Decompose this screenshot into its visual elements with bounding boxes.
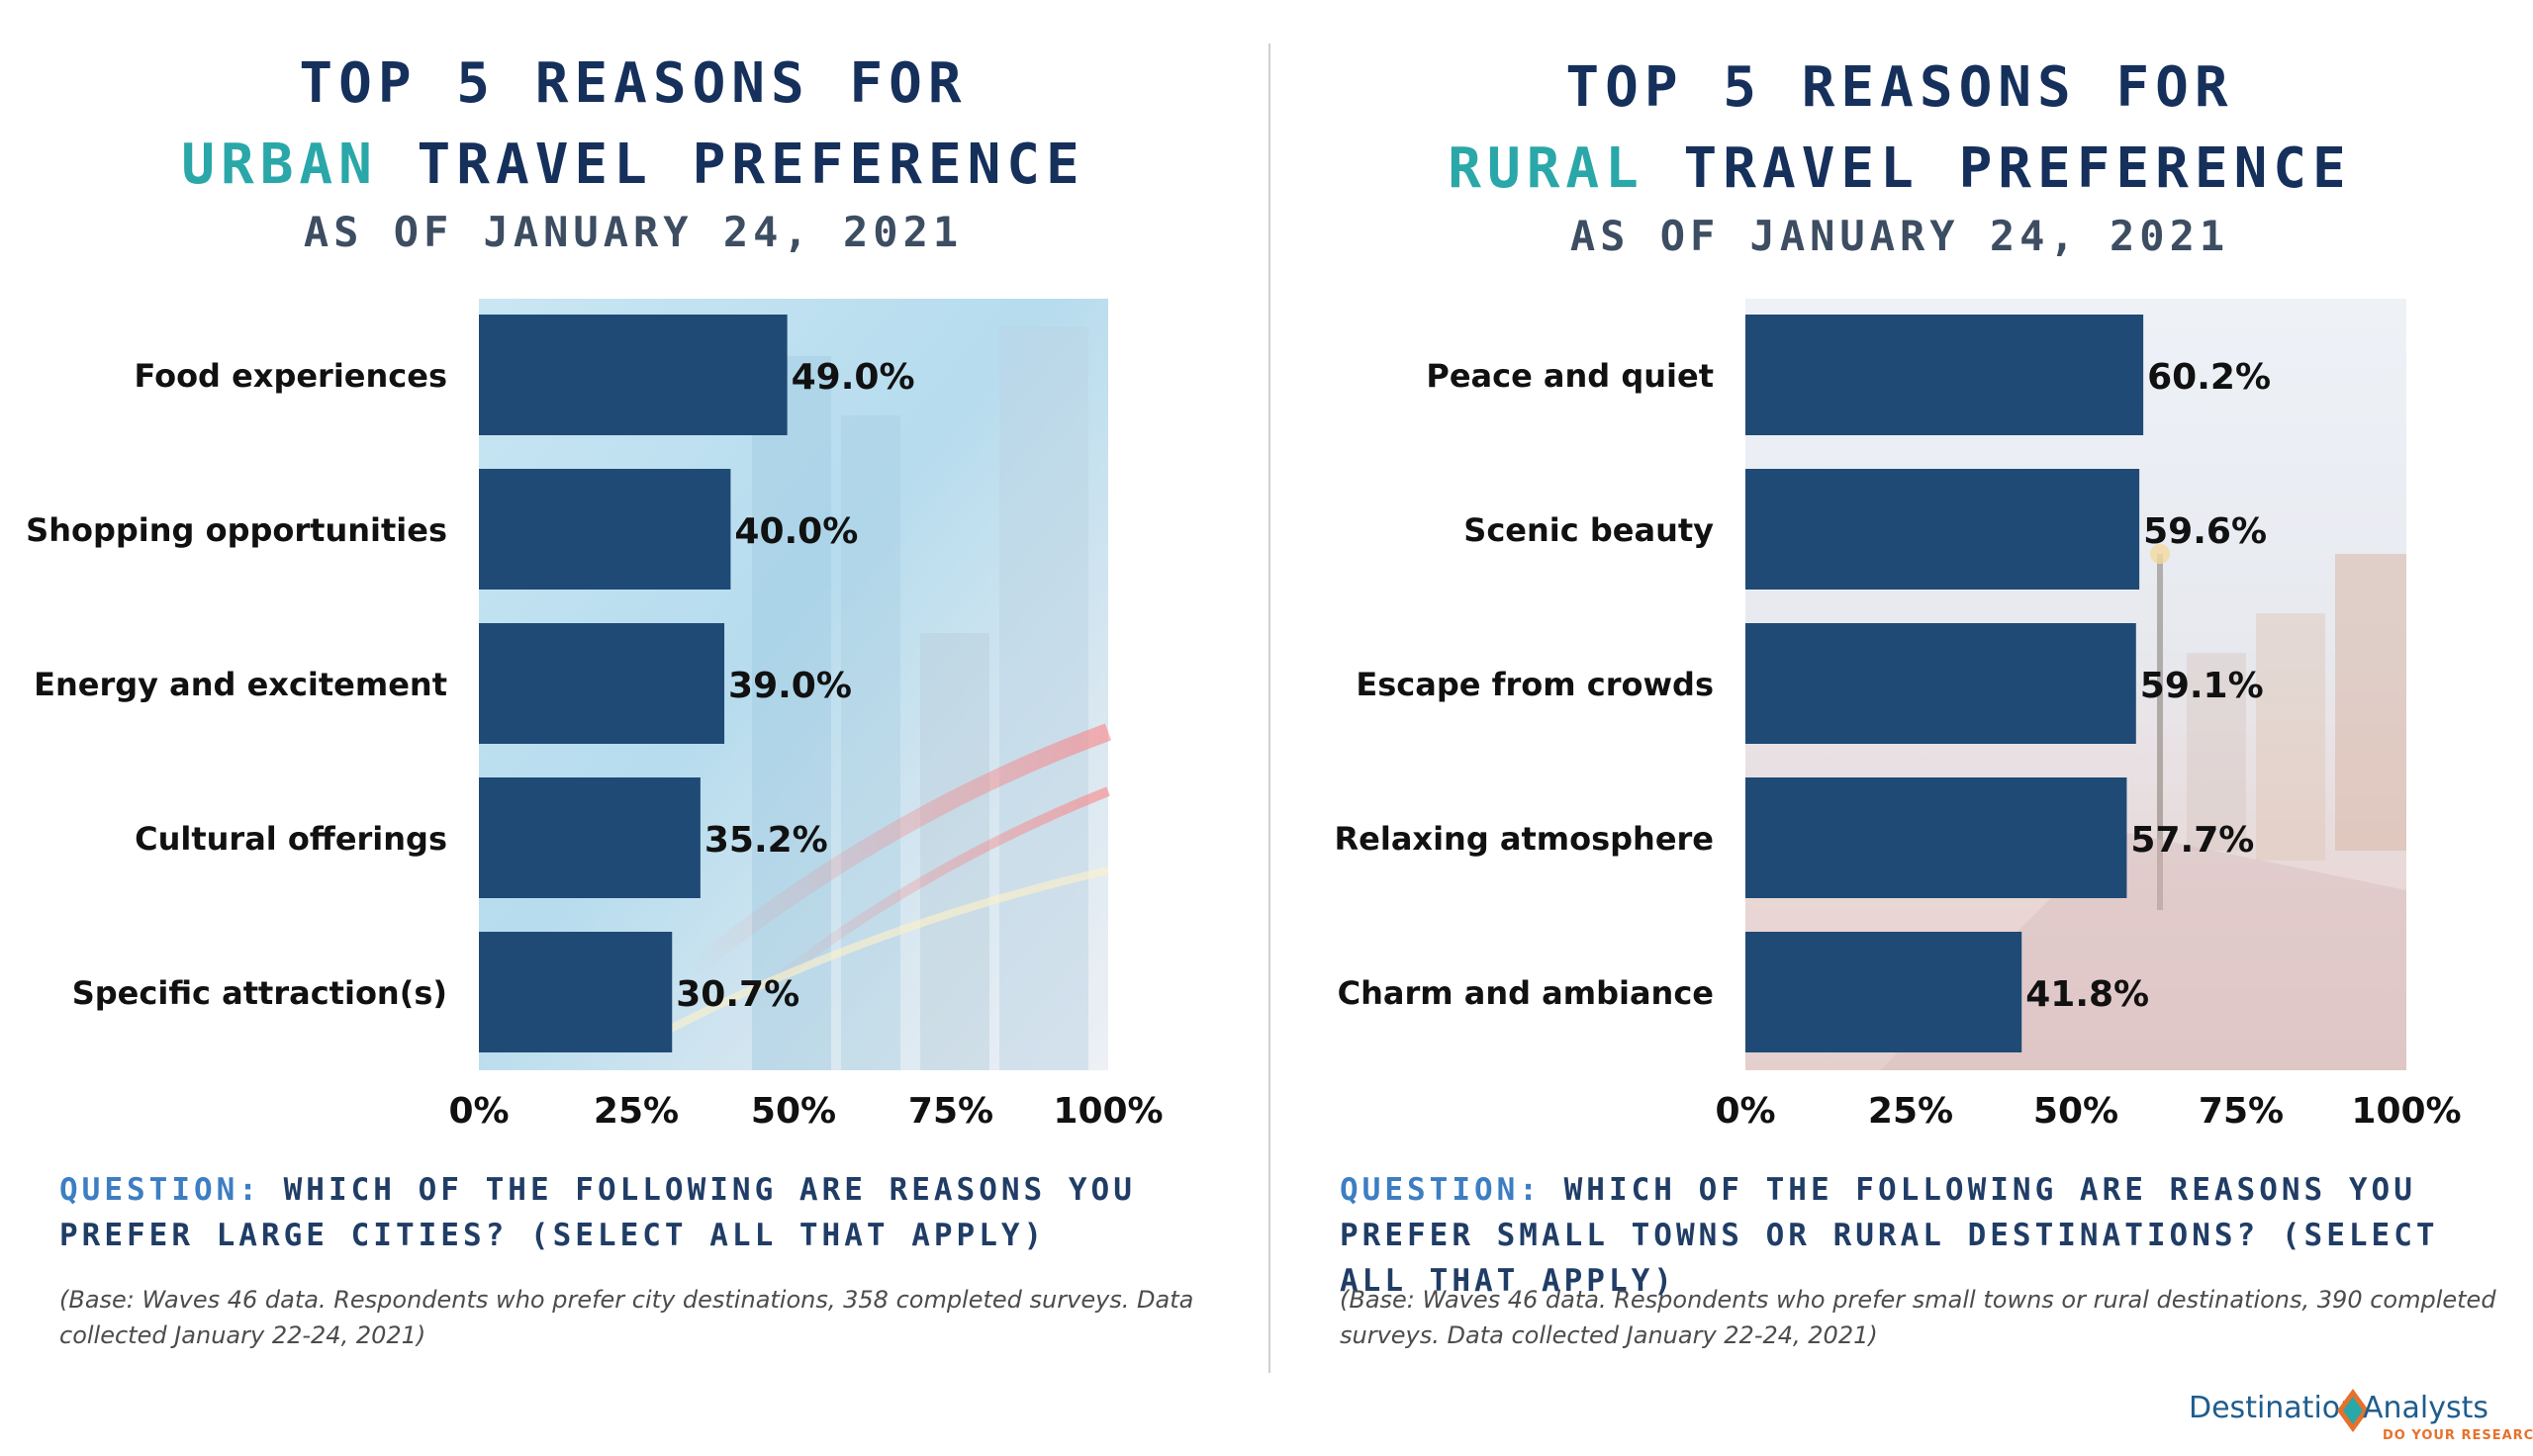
- urban-question-text: WHICH OF THE FOLLOWING ARE REASONS YOU P…: [59, 1172, 1136, 1253]
- logo-diamond-icon: [2337, 1389, 2369, 1432]
- rural-category-label-2: Escape from crowds: [1356, 666, 1714, 703]
- urban-panel: TOP 5 REASONS FOR URBAN TRAVEL PREFERENC…: [0, 0, 1266, 1456]
- urban-tick-label-0: 0%: [448, 1091, 509, 1132]
- rural-category-label-3: Relaxing atmosphere: [1335, 820, 1714, 858]
- urban-bar-chart: Food experiences 49.0% Shopping opportunit…: [26, 299, 1164, 1132]
- urban-bar-3: [479, 777, 701, 898]
- rural-value-label-3: 57.7%: [2130, 820, 2254, 861]
- urban-category-label-0: Food experiences: [135, 357, 447, 395]
- rural-title-line1: TOP 5 REASONS FOR: [1565, 55, 2234, 120]
- urban-category-label-4: Specific attraction(s): [72, 974, 447, 1012]
- rural-question-label: QUESTION:: [1340, 1172, 1542, 1208]
- urban-value-label-3: 35.2%: [704, 820, 828, 861]
- rural-tick-label-4: 100%: [2351, 1091, 2461, 1132]
- urban-question-label: QUESTION:: [59, 1172, 261, 1208]
- urban-bar-0: [479, 315, 788, 435]
- rural-subtitle: AS OF JANUARY 24, 2021: [1569, 212, 2230, 260]
- destination-analysts-logo: Destination Analysts DO YOUR RESEARCH: [2189, 1385, 2533, 1444]
- urban-value-label-1: 40.0%: [734, 511, 858, 552]
- urban-bar-2: [479, 623, 725, 744]
- urban-tick-label-1: 25%: [594, 1091, 679, 1132]
- urban-bar-1: [479, 469, 731, 590]
- rural-title-accent: RURAL: [1448, 136, 1644, 201]
- rural-panel: TOP 5 REASONS FOR RURAL TRAVEL PREFERENC…: [1266, 0, 2533, 1456]
- rural-bar-chart: Peace and quiet 60.2% Scenic beauty 59.6% Es…: [1335, 299, 2462, 1132]
- rural-tick-label-1: 25%: [1868, 1091, 1953, 1132]
- rural-bar-4: [1745, 932, 2022, 1052]
- logo-word-analysts: Analysts: [2363, 1391, 2489, 1425]
- urban-value-label-0: 49.0%: [792, 357, 915, 398]
- rural-question: QUESTION: WHICH OF THE FOLLOWING ARE REA…: [1340, 1167, 2478, 1304]
- urban-title-accent: URBAN: [181, 133, 378, 197]
- rural-tick-label-0: 0%: [1715, 1091, 1775, 1132]
- rural-bar-3: [1745, 777, 2127, 898]
- urban-tick-label-4: 100%: [1053, 1091, 1163, 1132]
- rural-category-label-4: Charm and ambiance: [1338, 974, 1714, 1012]
- urban-title-line1: TOP 5 REASONS FOR: [299, 51, 968, 116]
- rural-value-label-2: 59.1%: [2140, 666, 2264, 706]
- panel-divider: [1268, 44, 1270, 1373]
- urban-category-label-2: Energy and excitement: [34, 666, 447, 703]
- urban-category-label-3: Cultural offerings: [135, 820, 447, 858]
- rural-value-label-0: 60.2%: [2147, 357, 2271, 398]
- logo-word-destination: Destination: [2189, 1391, 2360, 1425]
- rural-value-label-4: 41.8%: [2025, 974, 2149, 1015]
- rural-title-line2: RURAL TRAVEL PREFERENCE: [1266, 136, 2533, 201]
- urban-bar-4: [479, 932, 673, 1052]
- urban-base-note: (Base: Waves 46 data. Respondents who pr…: [59, 1286, 1194, 1349]
- rural-bar-1: [1745, 469, 2140, 590]
- rural-value-label-1: 59.6%: [2143, 511, 2267, 552]
- urban-value-label-2: 39.0%: [728, 666, 852, 706]
- urban-subtitle: AS OF JANUARY 24, 2021: [303, 208, 964, 256]
- rural-bar-0: [1745, 315, 2144, 435]
- urban-category-label-1: Shopping opportunities: [26, 511, 447, 549]
- logo-tagline: DO YOUR RESEARCH: [2383, 1428, 2533, 1443]
- urban-tick-label-2: 50%: [751, 1091, 836, 1132]
- urban-title-line2: URBAN TRAVEL PREFERENCE: [0, 133, 1266, 197]
- urban-tick-label-3: 75%: [908, 1091, 993, 1132]
- urban-title-rest: TRAVEL PREFERENCE: [377, 133, 1085, 197]
- rural-category-label-0: Peace and quiet: [1426, 357, 1714, 395]
- rural-question-text: WHICH OF THE FOLLOWING ARE REASONS YOU P…: [1340, 1172, 2439, 1299]
- urban-question: QUESTION: WHICH OF THE FOLLOWING ARE REA…: [59, 1167, 1197, 1258]
- rural-tick-label-2: 50%: [2033, 1091, 2118, 1132]
- rural-tick-label-3: 75%: [2199, 1091, 2284, 1132]
- rural-title-rest: TRAVEL PREFERENCE: [1643, 136, 2352, 201]
- rural-bar-2: [1745, 623, 2136, 744]
- rural-category-label-1: Scenic beauty: [1463, 511, 1714, 549]
- urban-value-label-4: 30.7%: [676, 974, 799, 1015]
- rural-base-note: (Base: Waves 46 data. Respondents who pr…: [1340, 1286, 2496, 1349]
